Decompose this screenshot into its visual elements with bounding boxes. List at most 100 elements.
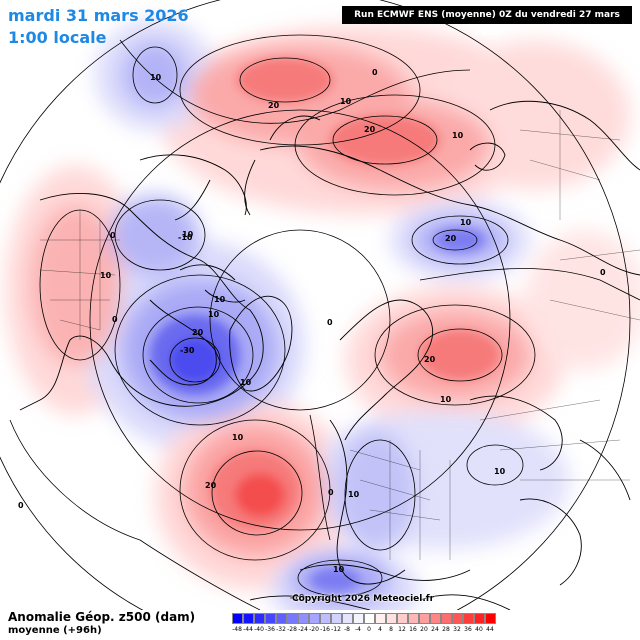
- contour-atlantic-10: [179, 419, 331, 561]
- coast-alaska: [139, 154, 247, 221]
- latitude-circle-north: [209, 229, 391, 411]
- atlantic-positive-inner: [235, 473, 285, 517]
- coast-western-europe: [329, 419, 406, 585]
- legend-swatch: [463, 613, 474, 624]
- variable-subtitle: moyenne (+96h): [8, 625, 102, 636]
- borders-europe: [349, 440, 451, 560]
- legend-label: 12: [398, 626, 406, 633]
- contour-lines: [9, 34, 640, 611]
- contour-label: 0: [600, 268, 606, 277]
- legend-label: 36: [464, 626, 472, 633]
- copyright-text: Copyright 2026 Meteociel.fr: [292, 594, 435, 604]
- coast-mediterranean: [299, 564, 471, 581]
- hudson-bay-negative-inner: [170, 338, 220, 382]
- contour-bering-20: [432, 229, 478, 251]
- legend-swatch: [265, 613, 276, 624]
- contour-label: 10: [232, 433, 244, 442]
- legend-label: -40: [254, 626, 264, 633]
- variable-title: Anomalie Géop. z500 (dam): [8, 610, 196, 624]
- contour-label: 20: [364, 125, 376, 134]
- contour-label: 10: [208, 310, 220, 319]
- legend-swatch: [243, 613, 254, 624]
- legend-label: 4: [378, 626, 382, 633]
- western-na-positive-mid: [30, 205, 120, 365]
- coast-north-america: [19, 192, 264, 411]
- legend-swatch: [331, 613, 342, 624]
- borders-east-asia: [519, 110, 621, 220]
- legend-label: 0: [367, 626, 371, 633]
- legend-label: -28: [287, 626, 297, 633]
- legend-label: -48: [232, 626, 242, 633]
- labrador-negative-mid: [110, 195, 200, 275]
- coast-africa: [249, 594, 511, 611]
- legend-swatch: [309, 613, 320, 624]
- coast-india: [579, 439, 631, 501]
- contour-europe-10: [344, 439, 416, 551]
- contour-siberia-10: [294, 94, 496, 196]
- contour-aleutian-20: [239, 57, 331, 103]
- contour-label: 0: [18, 501, 24, 510]
- contour-atlantic-20: [211, 450, 303, 536]
- coastlines: [19, 100, 640, 611]
- contour-scandinavia-20: [417, 328, 503, 382]
- legend-swatch: [452, 613, 463, 624]
- contour-pacific-minus10: [132, 46, 178, 104]
- legend-label: 40: [475, 626, 483, 633]
- contour-label: -10: [290, 593, 305, 602]
- contour-label: -10: [178, 233, 193, 242]
- legend-label: -12: [331, 626, 341, 633]
- contour-label: 10: [460, 218, 472, 227]
- legend-label: 8: [389, 626, 393, 633]
- contour-label: 10: [150, 73, 162, 82]
- legend-label: -20: [309, 626, 319, 633]
- contour-label: 0: [112, 315, 118, 324]
- legend-swatch: [232, 613, 243, 624]
- coast-east-asia: [489, 100, 640, 171]
- coast-arctic-archipelago: [179, 264, 246, 303]
- contour-label: 0: [328, 488, 334, 497]
- legend-label: -4: [355, 626, 361, 633]
- contour-east-europe-10: [466, 444, 524, 486]
- contour-labels: 10 20 10 0 10 20 10 0 10 20 10 10 0 10 -…: [18, 68, 606, 602]
- aleutian-positive-core: [237, 58, 333, 102]
- scandinavia-positive-core: [420, 330, 500, 380]
- contour-label: 10: [182, 230, 194, 239]
- legend-swatch: [430, 613, 441, 624]
- coast-siberia: [259, 145, 640, 276]
- contour-labrador-10: [114, 199, 206, 271]
- coast-caspian-region: [469, 395, 563, 471]
- siberia-positive-core: [330, 115, 440, 165]
- contour-label: 10: [440, 395, 452, 404]
- legend-swatch: [485, 613, 496, 624]
- coast-arabia: [519, 498, 582, 586]
- forecast-time: 1:00 locale: [8, 28, 107, 47]
- borders-north-america: [39, 210, 120, 340]
- coast-japan: [469, 142, 506, 171]
- legend-swatch: [408, 613, 419, 624]
- contour-label: 20: [445, 234, 457, 243]
- contour-label: 10: [452, 131, 464, 140]
- contour-zero-north: [119, 39, 471, 124]
- legend-label: -36: [265, 626, 275, 633]
- legend-label: -44: [243, 626, 253, 633]
- legend-label: 32: [453, 626, 461, 633]
- contour-label: 10: [348, 490, 360, 499]
- contour-label: 0: [327, 318, 333, 327]
- legend-swatch: [254, 613, 265, 624]
- legend-swatch: [397, 613, 408, 624]
- contour-label: 20: [268, 101, 280, 110]
- legend-label: 24: [431, 626, 439, 633]
- contour-zero-central: [309, 414, 331, 541]
- legend-label: 20: [420, 626, 428, 633]
- contour-label: 10: [333, 565, 345, 574]
- coast-scandinavia: [339, 299, 434, 441]
- legend-label: 16: [409, 626, 417, 633]
- coast-greenland: [229, 295, 293, 392]
- contour-scandinavia-10: [374, 304, 536, 406]
- contour-label: 20: [424, 355, 436, 364]
- contour-hudson-30: [169, 337, 221, 383]
- legend-swatch: [474, 613, 485, 624]
- europe-negative-mid: [335, 430, 415, 550]
